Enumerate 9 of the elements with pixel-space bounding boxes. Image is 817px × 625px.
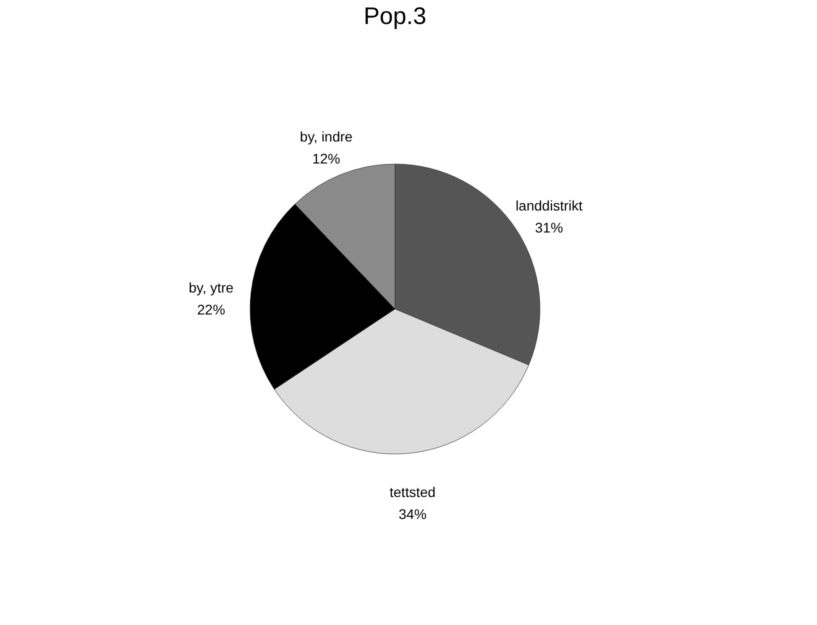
slice-label: by, ytre	[188, 279, 234, 296]
slice-label: by, indre	[300, 128, 353, 144]
chart-title: Pop.3	[364, 3, 426, 30]
data-label: 12%	[312, 150, 340, 166]
data-label: 34%	[398, 506, 427, 522]
data-label: 31%	[535, 220, 564, 236]
data-label: 22%	[197, 301, 226, 318]
slice-label: tettsted	[390, 484, 436, 500]
slice-label: landdistrikt	[516, 198, 583, 214]
